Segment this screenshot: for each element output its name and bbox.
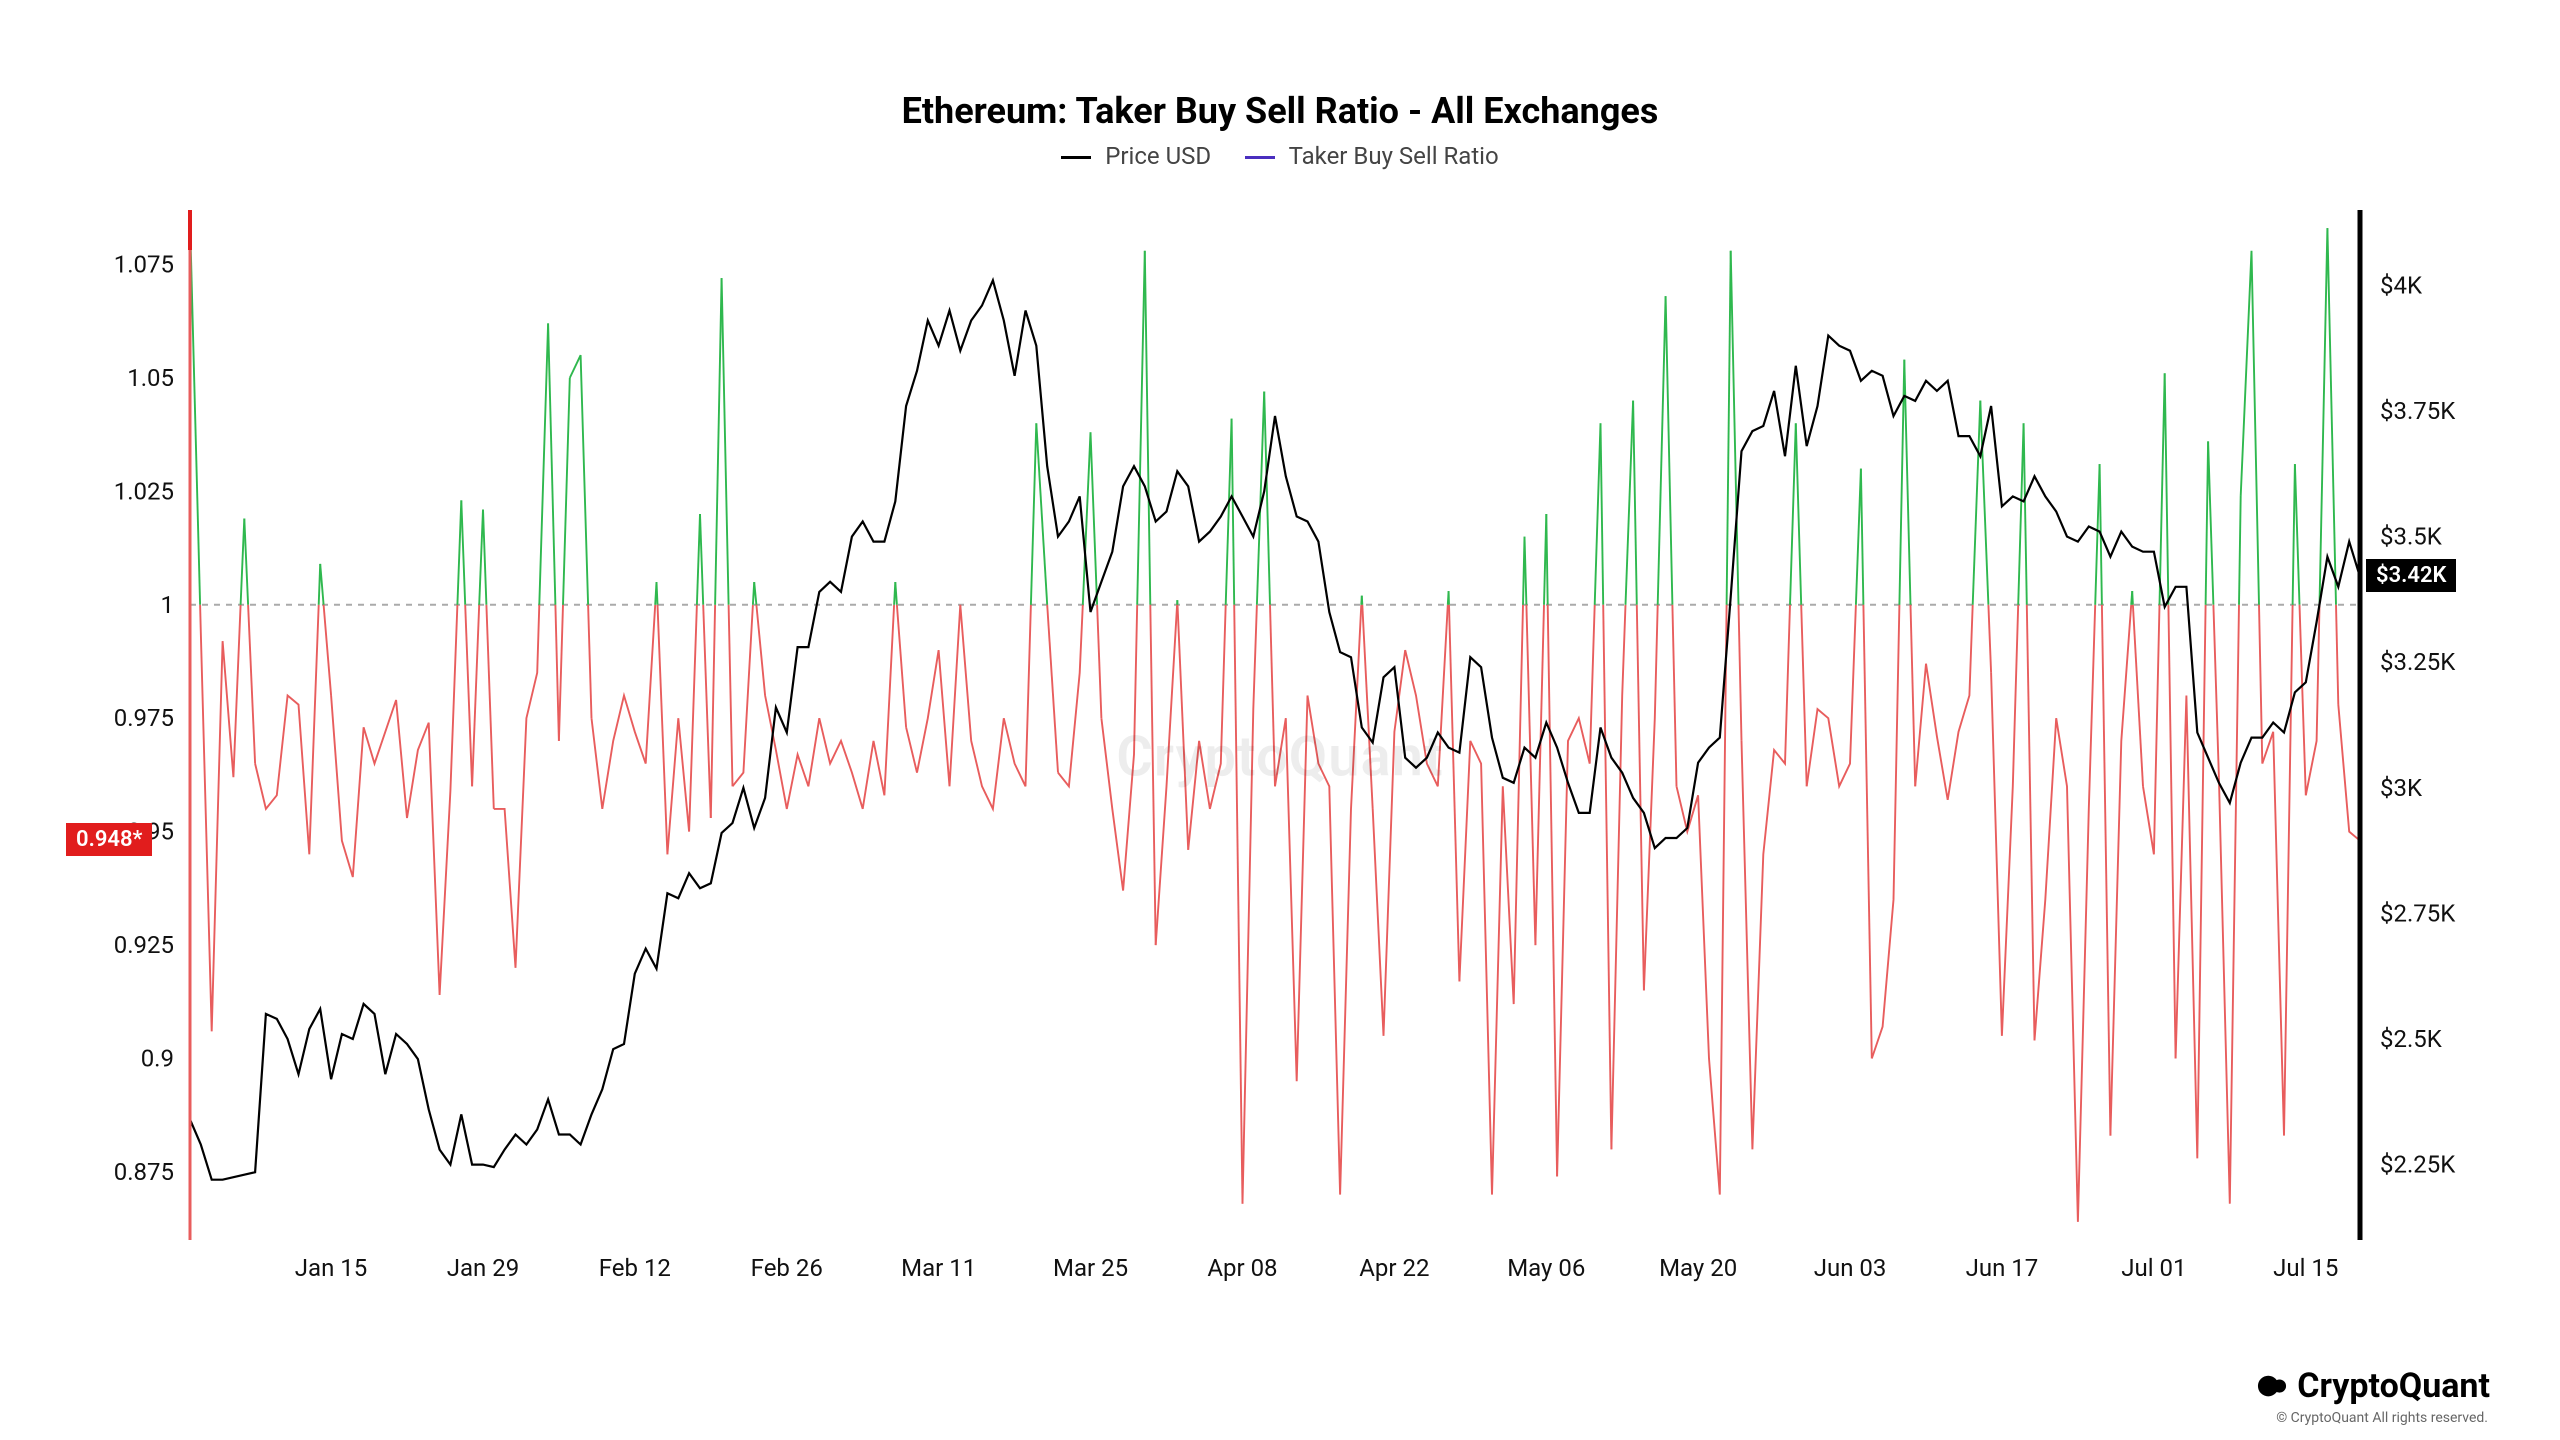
- copyright-text: © CryptoQuant All rights reserved.: [2276, 1410, 2488, 1426]
- svg-text:$3.5K: $3.5K: [2380, 523, 2443, 551]
- svg-text:Jan 29: Jan 29: [447, 1254, 519, 1282]
- svg-text:0.925: 0.925: [114, 931, 174, 959]
- legend-label-price: Price USD: [1105, 142, 1211, 170]
- svg-text:Jul 15: Jul 15: [2273, 1254, 2338, 1282]
- svg-text:May 20: May 20: [1659, 1254, 1737, 1282]
- svg-text:Feb 12: Feb 12: [599, 1254, 671, 1282]
- chart-container: Ethereum: Taker Buy Sell Ratio - All Exc…: [0, 0, 2560, 1440]
- svg-text:Jul 01: Jul 01: [2121, 1254, 2186, 1282]
- svg-text:Jun 17: Jun 17: [1966, 1254, 2039, 1282]
- svg-text:1.075: 1.075: [114, 250, 174, 278]
- svg-text:0.975: 0.975: [114, 704, 174, 732]
- svg-text:$2.75K: $2.75K: [2380, 899, 2456, 927]
- left-axis-badge: 0.948*: [66, 823, 152, 856]
- svg-text:1.025: 1.025: [114, 477, 174, 505]
- svg-text:0.9: 0.9: [141, 1045, 174, 1073]
- svg-text:0.875: 0.875: [114, 1158, 174, 1186]
- brand-logo: CryptoQuant: [2257, 1366, 2490, 1406]
- svg-text:$4K: $4K: [2380, 271, 2423, 299]
- brand-icon: [2257, 1371, 2287, 1401]
- svg-text:May 06: May 06: [1507, 1254, 1585, 1282]
- svg-text:Jan 15: Jan 15: [295, 1254, 367, 1282]
- legend-swatch-ratio: [1245, 156, 1275, 159]
- right-axis-badge: $3.42K: [2366, 559, 2456, 592]
- legend: Price USD Taker Buy Sell Ratio: [60, 142, 2500, 170]
- legend-item-price: Price USD: [1061, 142, 1211, 170]
- svg-text:Apr 08: Apr 08: [1207, 1254, 1277, 1282]
- svg-text:$2.5K: $2.5K: [2380, 1025, 2443, 1053]
- svg-text:Feb 26: Feb 26: [751, 1254, 823, 1282]
- legend-label-ratio: Taker Buy Sell Ratio: [1289, 142, 1499, 170]
- svg-text:Mar 11: Mar 11: [901, 1254, 976, 1282]
- chart-plot-area: 0.8750.90.9250.950.97511.0251.051.075$2.…: [60, 190, 2500, 1310]
- svg-text:$3.75K: $3.75K: [2380, 397, 2456, 425]
- svg-text:1.05: 1.05: [127, 364, 174, 392]
- svg-text:Jun 03: Jun 03: [1814, 1254, 1887, 1282]
- svg-text:Mar 25: Mar 25: [1053, 1254, 1128, 1282]
- svg-text:$3K: $3K: [2380, 774, 2423, 802]
- svg-text:$2.25K: $2.25K: [2380, 1151, 2456, 1179]
- chart-svg: 0.8750.90.9250.950.97511.0251.051.075$2.…: [60, 190, 2500, 1310]
- svg-text:$3.25K: $3.25K: [2380, 648, 2456, 676]
- legend-item-ratio: Taker Buy Sell Ratio: [1245, 142, 1499, 170]
- svg-text:Apr 22: Apr 22: [1359, 1254, 1429, 1282]
- svg-text:1: 1: [161, 591, 175, 619]
- chart-title: Ethereum: Taker Buy Sell Ratio - All Exc…: [60, 90, 2500, 132]
- brand-text: CryptoQuant: [2297, 1366, 2490, 1406]
- legend-swatch-price: [1061, 156, 1091, 159]
